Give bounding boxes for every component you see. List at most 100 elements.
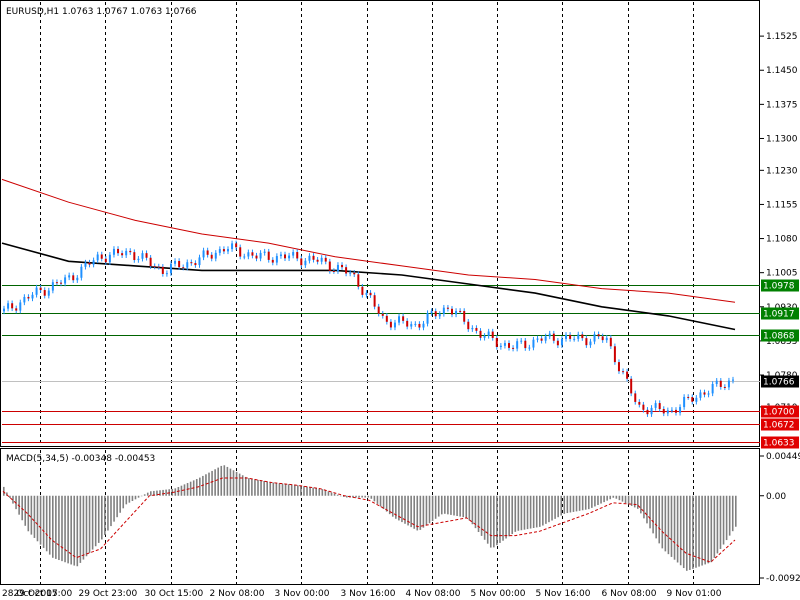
macd-histogram-bar [244,476,247,496]
candle-body [7,303,10,309]
macd-histogram-bar [496,495,498,546]
macd-histogram-bar [673,495,676,560]
macd-histogram-bar [425,495,428,526]
macd-histogram-bar [21,495,23,521]
macd-histogram-bar [382,495,385,510]
macd-histogram-bar [238,473,241,496]
candle-body [178,260,181,268]
candle-body [312,255,315,260]
candle-body [251,252,254,256]
candle-body [275,256,278,263]
macd-histogram-bar [554,495,556,519]
candle-body [3,308,5,312]
candle-body [565,334,568,339]
macd-histogram-bar [493,495,495,548]
macd-histogram-bar [551,495,553,521]
current-price-tag [761,375,799,388]
candle-body [377,306,380,314]
macd-histogram-bar [217,467,219,496]
price-level-tag [761,307,799,320]
macd-histogram-bar [379,495,382,507]
macd-histogram-bar [180,485,183,496]
candle-body [609,337,612,347]
candle-body [104,258,107,263]
macd-histogram-bar [731,495,734,532]
candle-body [35,287,38,295]
candle-body [463,310,466,322]
macd-histogram-bar [241,475,244,496]
macd-histogram-bar [153,490,155,496]
candle-body [381,313,384,316]
candle-body [622,371,625,373]
candle-body [218,249,221,253]
candle-body [353,272,356,275]
candle-body [222,249,225,252]
macd-histogram-bar [125,495,128,505]
candle-body [214,252,217,259]
candle-body [96,254,99,261]
candle-body [304,260,307,266]
candle-body [182,267,185,269]
macd-histogram-bar [499,495,501,543]
macd-histogram-bar [162,489,164,496]
candle-body [292,252,295,256]
price-level-label: 1.0633 [763,439,795,449]
macd-histogram-bar [667,495,670,555]
macd-histogram-bar [661,495,664,549]
candle-body [536,338,539,340]
macd-histogram-bar [15,495,17,510]
candle-body [613,346,616,363]
macd-histogram-bar [575,495,578,512]
macd-histogram-bar [226,466,229,496]
macd-histogram-bar [664,495,667,552]
macd-histogram-bar [27,495,30,532]
macd-histogram-bar [214,469,216,496]
candle-body [169,263,172,274]
macd-histogram-bar [548,495,550,523]
macd-histogram-bar [284,483,287,496]
macd-histogram-bar [710,495,713,563]
candle-body [715,380,718,385]
macd-histogram-bar [327,491,330,496]
macd-histogram-bar [422,495,425,528]
macd-histogram-bar [523,495,526,530]
macd-histogram-bar [520,495,523,531]
candle-body [239,247,242,257]
candle-body [589,341,592,346]
macd-histogram-bar [263,481,265,496]
ma-fast-line [1,242,736,331]
candle-body [27,296,30,299]
macd-histogram-bar [646,495,648,524]
macd-histogram-bar [97,495,100,543]
macd-histogram-bar [300,485,302,496]
candle-body [324,257,327,262]
price-level-label: 1.0868 [763,332,795,342]
macd-histogram-bar [290,484,293,496]
candle-body [683,396,686,408]
candle-body [332,270,335,272]
macd-histogram-bar [434,495,437,519]
candle-body [540,338,543,341]
macd-histogram-bar [229,468,232,496]
macd-histogram-bar [716,495,719,554]
macd-histogram-bar [156,490,158,496]
candle-body [357,274,360,287]
candle-body [581,334,584,339]
macd-histogram-bar [618,495,621,501]
macd-histogram-bar [9,495,11,499]
macd-histogram-bar [489,495,492,548]
candle-body [442,307,445,314]
macd-histogram-bar [48,495,51,555]
candle-body [658,403,661,409]
candle-body [487,331,490,336]
x-tick-label: 29 Oct 23:00 [79,589,138,599]
candle-body [288,255,291,259]
x-tick-label: 2 Nov 08:00 [210,589,265,599]
candle-body [47,290,50,296]
candle-body [703,392,706,395]
candle-body [243,256,246,258]
price-level-label: 1.0917 [763,310,795,320]
candlesticks [3,240,734,417]
candle-body [707,393,710,395]
